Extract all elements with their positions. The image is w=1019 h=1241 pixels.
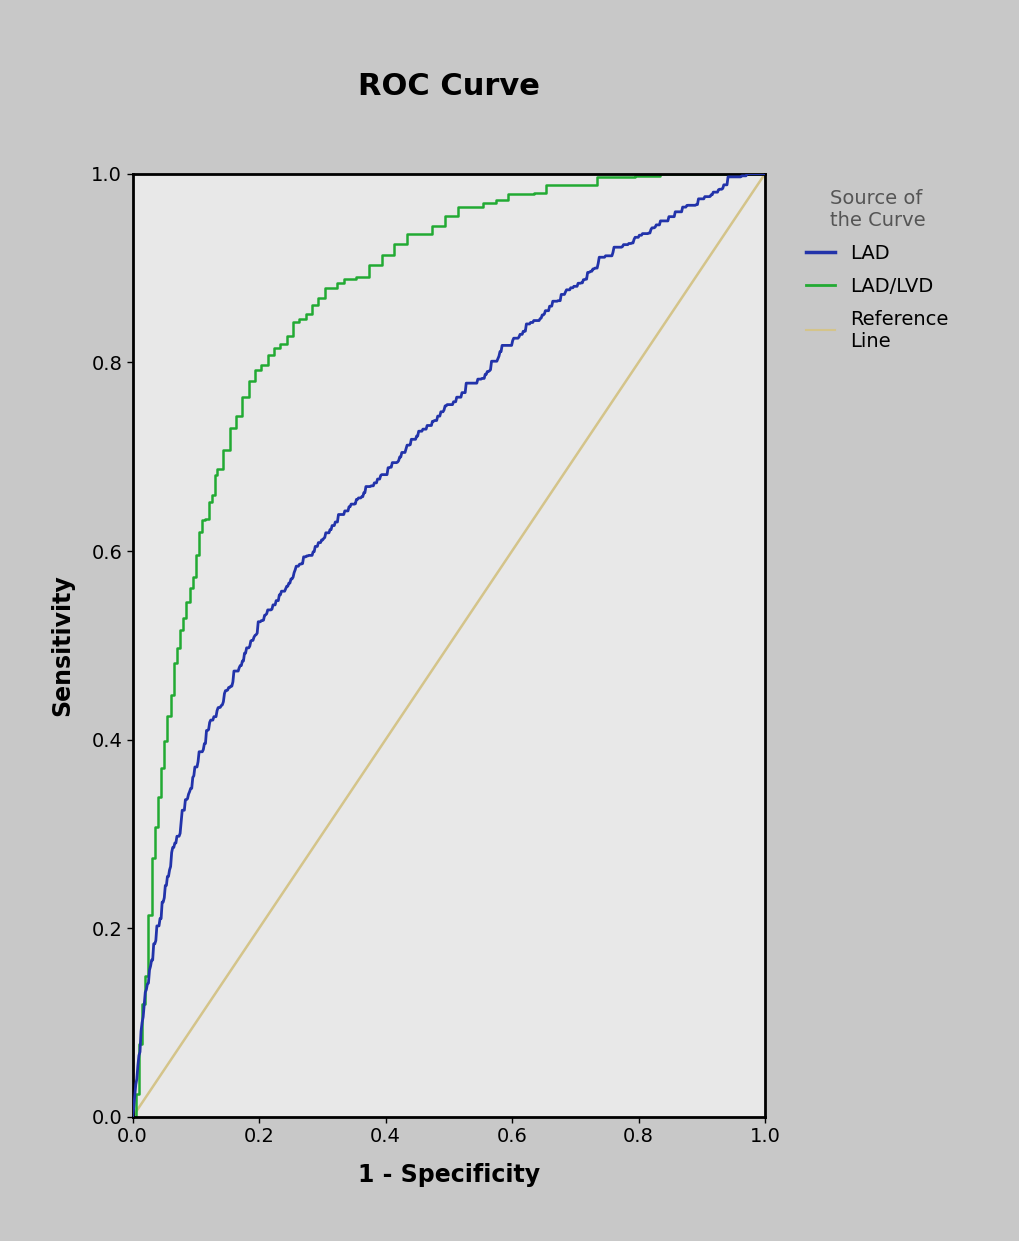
Legend: LAD, LAD/LVD, Reference
Line: LAD, LAD/LVD, Reference Line [799,184,954,356]
Y-axis label: Sensitivity: Sensitivity [51,575,74,716]
X-axis label: 1 - Specificity: 1 - Specificity [358,1163,539,1186]
Text: ROC Curve: ROC Curve [358,72,539,102]
